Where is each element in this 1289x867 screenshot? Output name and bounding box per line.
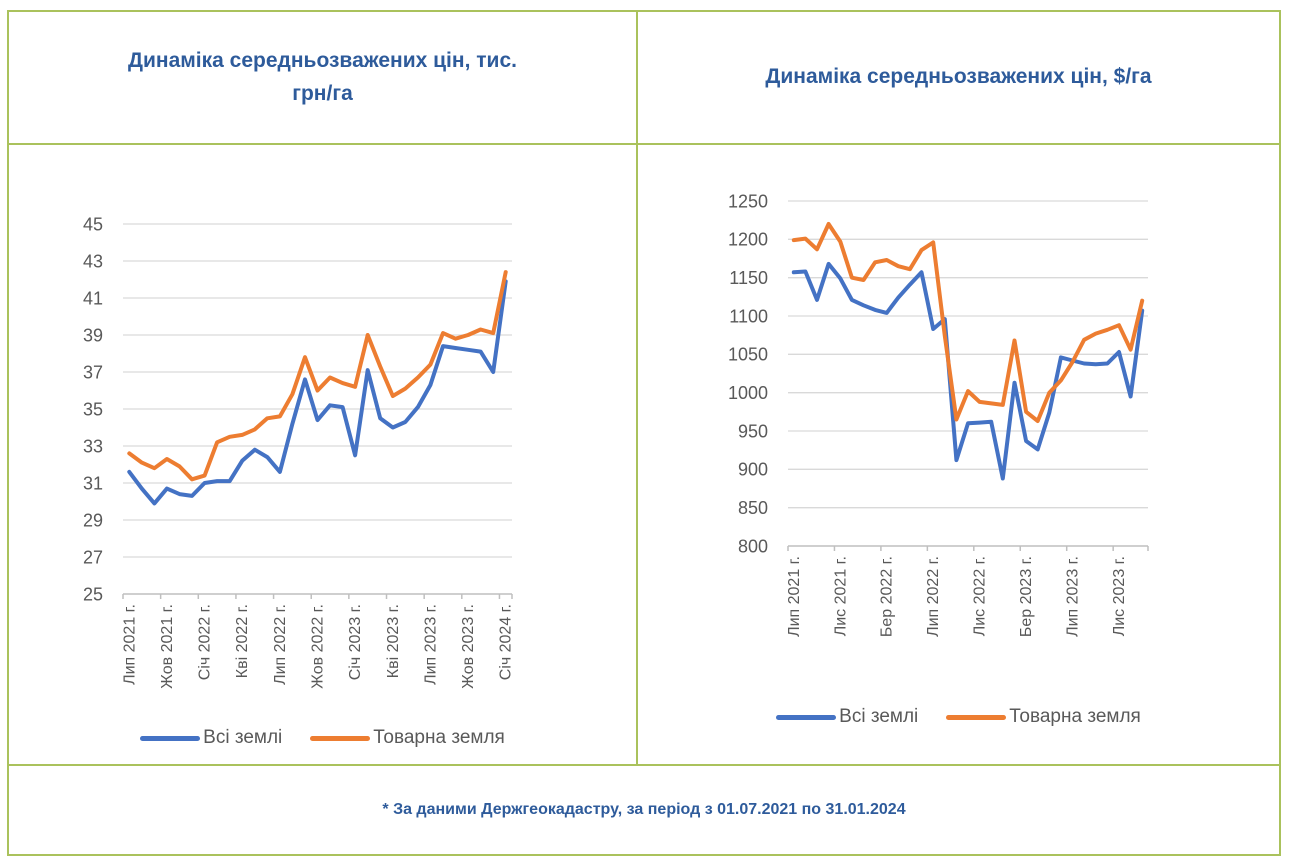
legend-label-commercial-land: Товарна земля	[1009, 706, 1141, 727]
y-tick-label: 27	[83, 547, 103, 567]
x-tick-label: Лис 2023 г.	[1111, 556, 1128, 636]
all-lands-line-swatch	[140, 735, 201, 741]
right-chart-title: Динаміка середньозважених цін, $/га	[765, 65, 1152, 89]
right-chart-cell: 800 850 900 950 1000 1050 1100 1150 1200 1250 Лип …	[638, 145, 1279, 766]
x-tick-label: Лип 2021 г.	[121, 604, 138, 685]
y-tick-label: 1150	[729, 268, 768, 288]
legend-item-all-lands: Всі землі	[140, 727, 282, 749]
all-lands-line-swatch	[776, 714, 837, 720]
y-tick-label: 45	[83, 214, 103, 234]
right-chart-legend: Всі землі Товарна земля	[638, 706, 1279, 728]
x-tick-label: Кві 2022 г.	[234, 604, 251, 678]
y-tick-label: 850	[738, 498, 768, 518]
y-tick-label: 800	[738, 536, 768, 556]
legend-label-all-lands: Всі землі	[203, 727, 283, 748]
legend-label-all-lands: Всі землі	[839, 706, 919, 727]
x-tick-label: Бер 2023 г.	[1018, 556, 1035, 637]
series-line-all-lands	[127, 279, 508, 506]
y-tick-label: 900	[738, 460, 768, 480]
x-tick-label: Січ 2023 г.	[347, 604, 364, 680]
x-tick-label: Лип 2022 г.	[925, 556, 942, 637]
commercial-land-line-swatch	[310, 735, 371, 741]
x-tick-label: Січ 2024 г.	[498, 604, 515, 680]
x-tick-label: Жов 2023 г.	[460, 604, 477, 689]
x-tick-label: Лип 2022 г.	[272, 604, 289, 685]
y-tick-label: 31	[83, 473, 103, 493]
y-tick-label: 950	[738, 421, 768, 441]
legend-item-all-lands: Всі землі	[776, 706, 918, 728]
y-tick-label: 41	[83, 288, 103, 308]
footnote: * За даними Держгеокадастру, за період з…	[382, 801, 906, 818]
left-chart-title: Динаміка середньозважених цін, тис. грн/…	[128, 48, 517, 105]
y-tick-label: 1100	[729, 306, 768, 326]
y-tick-label: 1050	[728, 345, 768, 365]
x-tick-label: Жов 2022 г.	[310, 604, 327, 689]
x-tick-label: Лип 2023 г.	[422, 604, 439, 685]
x-tick-label: Лип 2023 г.	[1065, 556, 1082, 637]
commercial-land-line-swatch	[946, 714, 1007, 720]
left-chart-plot: 25 27 29 31 33 35 37 39 41 43 45 Лип 2021 г. Жов 202…	[83, 214, 515, 689]
price-dynamics-table: Динаміка середньозважених цін, тис. грн/…	[7, 10, 1281, 856]
series-line-all-lands	[791, 261, 1145, 481]
x-tick-label: Лис 2022 г.	[972, 556, 989, 636]
left-title-cell: Динаміка середньозважених цін, тис. грн/…	[9, 12, 638, 145]
right-chart-plot: 800 850 900 950 1000 1050 1100 1150 1200 1250 Лип …	[728, 191, 1149, 637]
y-tick-label: 1000	[728, 383, 768, 403]
x-tick-label: Лис 2021 г.	[832, 556, 849, 636]
legend-label-commercial-land: Товарна земля	[373, 727, 505, 748]
y-tick-label: 33	[83, 436, 103, 456]
legend-item-commercial-land: Товарна земля	[310, 727, 505, 749]
y-tick-label: 25	[83, 584, 103, 604]
x-tick-label: Лип 2021 г.	[786, 556, 803, 637]
series-line-commercial-land	[127, 270, 508, 482]
x-tick-label: Січ 2022 г.	[197, 604, 214, 680]
y-tick-label: 43	[83, 251, 103, 271]
footer-cell: * За даними Держгеокадастру, за період з…	[9, 766, 1279, 854]
legend-item-commercial-land: Товарна земля	[946, 706, 1141, 728]
x-tick-label: Бер 2022 г.	[879, 556, 896, 637]
left-chart-cell: 25 27 29 31 33 35 37 39 41 43 45 Лип 2021 г. Жов 202…	[9, 145, 638, 766]
x-tick-label: Жов 2021 г.	[159, 604, 176, 689]
y-tick-label: 1200	[728, 230, 768, 250]
y-tick-label: 1250	[728, 191, 768, 211]
y-tick-label: 37	[83, 362, 103, 382]
x-tick-label: Кві 2023 г.	[385, 604, 402, 678]
right-title-cell: Динаміка середньозважених цін, $/га	[638, 12, 1279, 145]
y-tick-label: 39	[83, 325, 103, 345]
y-tick-label: 35	[83, 399, 103, 419]
series-line-commercial-land	[791, 222, 1145, 423]
y-tick-label: 29	[83, 510, 103, 530]
left-chart-legend: Всі землі Товарна земля	[9, 727, 636, 749]
